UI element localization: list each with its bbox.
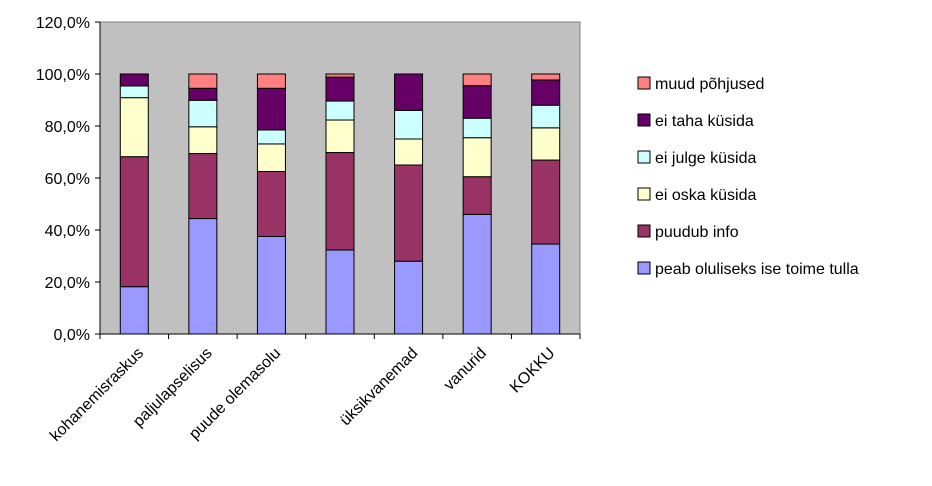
bar-segment xyxy=(119,97,149,158)
legend-label: ei taha küsida xyxy=(655,113,754,130)
bars xyxy=(119,73,561,335)
bar-segment xyxy=(325,249,355,335)
legend-label: puudub info xyxy=(655,224,739,241)
bar-segment xyxy=(531,159,561,245)
legend-swatch xyxy=(637,113,651,127)
bar-segment xyxy=(256,129,286,145)
bar-segment xyxy=(531,243,561,335)
bar-segment xyxy=(188,73,218,89)
y-tick-label: 40,0% xyxy=(45,223,90,240)
x-category-label: vanurid xyxy=(441,345,490,394)
bar-segment xyxy=(188,126,218,155)
bar-segment xyxy=(256,73,286,89)
bar-segment xyxy=(188,87,218,101)
bar-segment xyxy=(462,117,492,139)
bar-segment xyxy=(119,85,149,99)
bar-segment xyxy=(119,156,149,288)
bar-segment xyxy=(394,164,424,262)
bar-segment xyxy=(394,138,424,166)
y-tick-label: 0,0% xyxy=(54,327,90,344)
legend: muud põhjused ei taha küsida ei julge küsi… xyxy=(637,76,859,278)
bar-segment xyxy=(188,153,218,220)
bar-segment xyxy=(119,73,149,87)
y-tick-label: 60,0% xyxy=(45,171,90,188)
bar-segment xyxy=(394,260,424,335)
bar-segment xyxy=(325,73,355,78)
bar-segment xyxy=(394,109,424,140)
legend-label: ei oska küsida xyxy=(655,187,756,204)
bar-segment xyxy=(325,152,355,251)
legend-label: ei julge küsida xyxy=(655,150,757,167)
bar-segment xyxy=(462,176,492,215)
x-category-label: kohanemisraskus xyxy=(47,345,147,445)
legend-swatch xyxy=(637,224,651,238)
bar-segment xyxy=(462,73,492,87)
bar-segment xyxy=(188,218,218,335)
bar-segment xyxy=(531,127,561,161)
x-category-label: üksikvanemad xyxy=(337,345,421,429)
y-tick-label: 120,0% xyxy=(36,15,90,32)
bar-segment xyxy=(256,171,286,237)
bar-segment xyxy=(394,73,424,111)
bar-segment xyxy=(256,87,286,131)
y-tick-label: 80,0% xyxy=(45,119,90,136)
bar-segment xyxy=(188,99,218,128)
legend-label: peab oluliseks ise toime tulla xyxy=(655,261,859,278)
legend-swatch xyxy=(637,187,651,201)
bar-segment xyxy=(531,79,561,106)
y-tick-label: 100,0% xyxy=(36,67,90,84)
legend-swatch xyxy=(637,76,651,90)
bar-segment xyxy=(256,236,286,335)
y-tick-label: 20,0% xyxy=(45,275,90,292)
bar-segment xyxy=(256,143,286,173)
legend-label: muud põhjused xyxy=(655,76,764,93)
bar-segment xyxy=(325,100,355,121)
y-axis-tick-labels: 0,0% 20,0% 40,0% 60,0% 80,0% 100,0% 120,0% xyxy=(36,15,90,344)
bar-segment xyxy=(531,104,561,129)
bar-segment xyxy=(462,137,492,178)
bar-segment xyxy=(325,76,355,102)
bar-segment xyxy=(119,286,149,335)
legend-swatch xyxy=(637,150,651,164)
bar-segment xyxy=(462,213,492,335)
bar-segment xyxy=(462,85,492,119)
legend-swatch xyxy=(637,261,651,275)
bar-segment xyxy=(325,119,355,154)
x-category-label: KOKKU xyxy=(507,345,559,397)
bar-segment xyxy=(531,73,561,81)
